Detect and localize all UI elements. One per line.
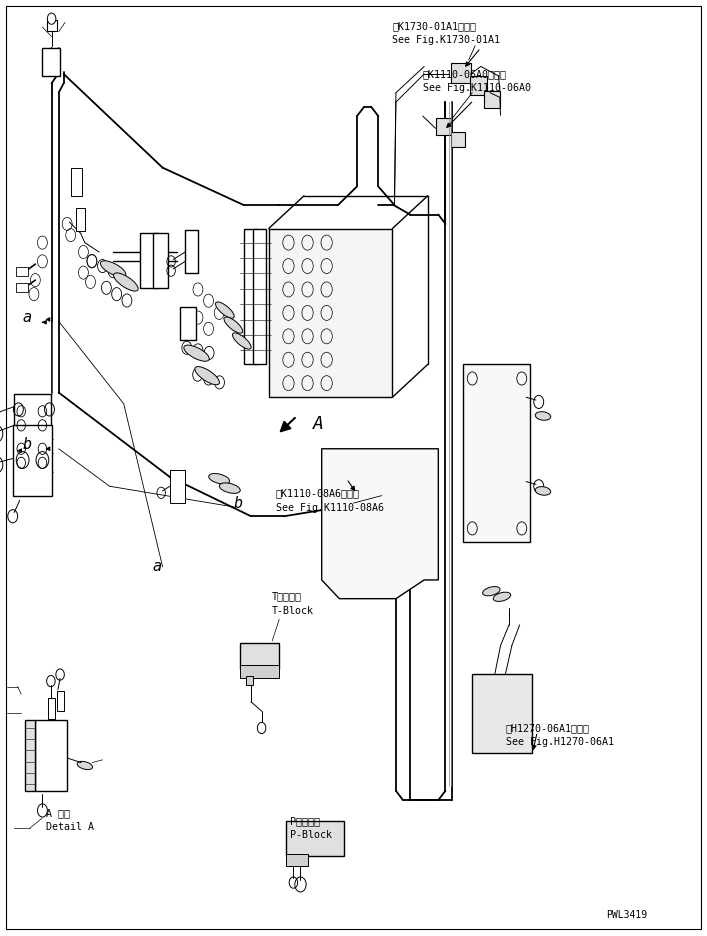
Ellipse shape: [77, 762, 93, 769]
Ellipse shape: [184, 345, 209, 362]
Ellipse shape: [114, 273, 138, 292]
Bar: [16, 268, 28, 277]
Bar: [436, 119, 451, 136]
Bar: [47, 21, 57, 32]
Bar: [48, 698, 55, 719]
Text: A 詳細: A 詳細: [46, 807, 70, 817]
Bar: [42, 49, 60, 77]
Ellipse shape: [535, 412, 551, 421]
Bar: [140, 234, 158, 288]
Ellipse shape: [100, 261, 126, 278]
Bar: [240, 643, 279, 669]
Text: See Fig.H1270-06A1: See Fig.H1270-06A1: [506, 736, 614, 746]
Text: Tブロック: Tブロック: [272, 591, 302, 601]
Bar: [170, 471, 185, 504]
Bar: [240, 665, 279, 679]
Ellipse shape: [224, 317, 243, 334]
Ellipse shape: [535, 487, 551, 496]
Bar: [13, 426, 52, 496]
Bar: [451, 64, 471, 84]
Ellipse shape: [195, 367, 219, 386]
Text: P-Block: P-Block: [290, 829, 332, 840]
Bar: [57, 691, 64, 711]
Text: 第H1270-06A1図参照: 第H1270-06A1図参照: [506, 722, 590, 732]
Text: See Fig.K1110-06A0: See Fig.K1110-06A0: [423, 82, 531, 93]
Circle shape: [47, 14, 56, 25]
Ellipse shape: [483, 587, 500, 596]
Text: Detail A: Detail A: [46, 821, 94, 831]
Bar: [25, 721, 35, 791]
Bar: [286, 855, 308, 866]
Text: See Fig.K1110-08A6: See Fig.K1110-08A6: [276, 502, 384, 512]
Text: b: b: [23, 436, 32, 451]
Bar: [269, 229, 392, 398]
Bar: [244, 229, 257, 365]
Ellipse shape: [233, 333, 251, 350]
PathPatch shape: [322, 449, 438, 599]
Bar: [472, 674, 532, 753]
Bar: [484, 92, 500, 109]
Bar: [35, 721, 67, 791]
Bar: [153, 234, 168, 288]
Bar: [16, 284, 28, 293]
Bar: [470, 77, 487, 95]
Bar: [246, 676, 253, 685]
Bar: [286, 821, 344, 856]
Text: 第K1110-08A6図参照: 第K1110-08A6図参照: [276, 488, 360, 498]
Text: 第K1110-06A0図参照: 第K1110-06A0図参照: [423, 68, 507, 79]
Text: T-Block: T-Block: [272, 605, 314, 615]
Bar: [185, 231, 198, 273]
Bar: [180, 308, 196, 341]
Ellipse shape: [216, 302, 234, 319]
Text: PWL3419: PWL3419: [607, 909, 648, 919]
Ellipse shape: [219, 483, 240, 494]
Ellipse shape: [209, 474, 230, 485]
Bar: [14, 395, 51, 477]
Bar: [253, 229, 266, 365]
Text: a: a: [23, 310, 32, 325]
Text: 第K1730-01A1図参照: 第K1730-01A1図参照: [392, 21, 477, 31]
Text: a: a: [152, 559, 161, 574]
Text: See Fig.K1730-01A1: See Fig.K1730-01A1: [392, 35, 501, 45]
Text: b: b: [233, 495, 243, 510]
Text: A: A: [312, 415, 323, 432]
Bar: [76, 209, 85, 232]
Bar: [463, 365, 530, 543]
Bar: [451, 133, 465, 148]
Text: Pブロック: Pブロック: [290, 815, 320, 826]
Bar: [71, 168, 82, 197]
Ellipse shape: [493, 592, 510, 602]
